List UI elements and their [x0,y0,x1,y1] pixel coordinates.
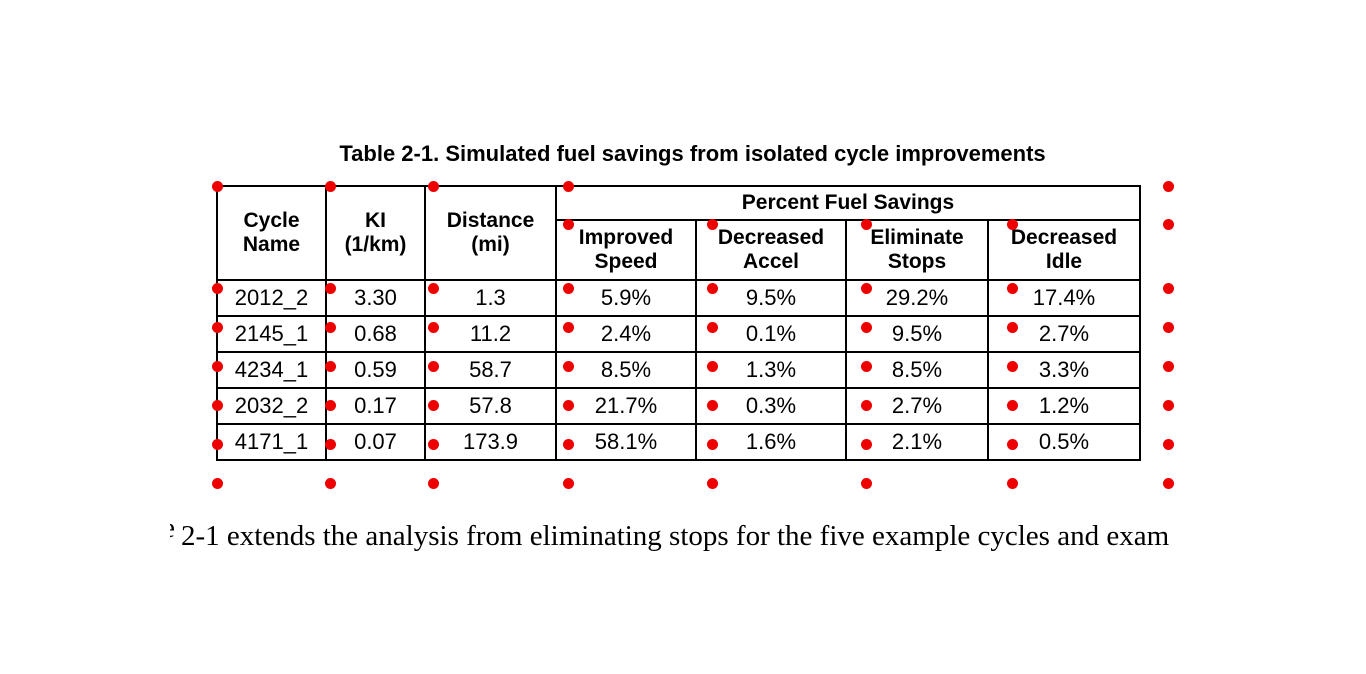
table-cell: 5.9% [555,279,697,317]
table-cell: 4234_1 [216,351,327,389]
table-cell: 1.3% [695,351,847,389]
table-cell: 21.7% [555,387,697,425]
clipped-character-fragment: e [170,512,175,545]
header-decreased-idle-line2: Idle [1045,250,1083,273]
corner-marker-dot [1162,477,1174,489]
table-row: 4234_1 0.59 58.7 8.5% 1.3% 8.5% 3.3% [216,351,1141,389]
header-percent-fuel-savings: Percent Fuel Savings [555,185,1141,221]
table-cell: 1.6% [695,423,847,461]
table-cell: 0.59 [325,351,426,389]
header-cycle-name-line1: Cycle [243,208,300,232]
corner-marker-dot [860,477,872,489]
table-cell: 2.1% [845,423,989,461]
table-cell: 11.2 [424,315,557,353]
header-ki-line2: (1/km) [344,233,407,256]
table-cell: 173.9 [424,423,557,461]
table-cell: 2032_2 [216,387,327,425]
header-distance-line1: Distance [446,208,535,232]
table-cell: 2.4% [555,315,697,353]
header-cycle-name-line2: Name [242,233,301,256]
table-cell: 8.5% [555,351,697,389]
corner-marker-dot [427,477,439,489]
body-text-line: e2-1 extends the analysis from eliminati… [170,512,1169,553]
body-text: 2-1 extends the analysis from eliminatin… [181,520,1170,552]
table-cell: 2.7% [845,387,989,425]
fuel-savings-table: Cycle Name KI (1/km) Distance (mi) Perce… [216,185,1141,461]
header-improved-speed-line1: Improved [578,225,674,249]
table-cell: 17.4% [987,279,1141,317]
header-eliminate-stops-line1: Eliminate [870,225,964,249]
table-cell: 1.3 [424,279,557,317]
table-row: 2012_2 3.30 1.3 5.9% 9.5% 29.2% 17.4% [216,279,1141,317]
header-cycle-name: Cycle Name [216,185,327,281]
header-decreased-idle: Decreased Idle [987,219,1141,281]
corner-marker-dot [324,477,336,489]
header-distance: Distance (mi) [424,185,557,281]
table-cell: 1.2% [987,387,1141,425]
corner-marker-dot [211,477,223,489]
table-cell: 0.17 [325,387,426,425]
table-cell: 9.5% [845,315,989,353]
table-cell: 29.2% [845,279,989,317]
header-decreased-accel: Decreased Accel [695,219,847,281]
table-cell: 0.3% [695,387,847,425]
header-decreased-accel-line2: Accel [742,250,800,273]
header-decreased-idle-line1: Decreased [1010,225,1118,249]
header-improved-speed: Improved Speed [555,219,697,281]
table-cell: 58.7 [424,351,557,389]
corner-marker-dot [706,477,718,489]
header-decreased-accel-line1: Decreased [717,225,825,249]
table-row: 2145_1 0.68 11.2 2.4% 0.1% 9.5% 2.7% [216,315,1141,353]
corner-marker-dot [1006,477,1018,489]
table-cell: 9.5% [695,279,847,317]
header-ki: KI (1/km) [325,185,426,281]
table-cell: 0.5% [987,423,1141,461]
header-distance-line2: (mi) [471,233,510,256]
corner-marker-dot [1162,438,1174,450]
table-cell: 0.07 [325,423,426,461]
header-ki-line1: KI [365,208,386,232]
corner-marker-dot [1162,282,1174,294]
table-cell: 3.3% [987,351,1141,389]
table-row: 4171_1 0.07 173.9 58.1% 1.6% 2.1% 0.5% [216,423,1141,461]
table-cell: 8.5% [845,351,989,389]
table-cell: 3.30 [325,279,426,317]
table-cell: 57.8 [424,387,557,425]
table-caption: Table 2-1. Simulated fuel savings from i… [339,141,1046,166]
corner-marker-dot [1162,218,1174,230]
table-cell: 0.1% [695,315,847,353]
table-cell: 4171_1 [216,423,327,461]
header-eliminate-stops-line2: Stops [887,250,947,273]
table-cell: 2.7% [987,315,1141,353]
table-cell: 2012_2 [216,279,327,317]
header-eliminate-stops: Eliminate Stops [845,219,989,281]
table-row: 2032_2 0.17 57.8 21.7% 0.3% 2.7% 1.2% [216,387,1141,425]
table-cell: 0.68 [325,315,426,353]
header-improved-speed-line2: Speed [594,250,658,273]
corner-marker-dot [1162,360,1174,372]
corner-marker-dot [1162,399,1174,411]
corner-marker-dot [1162,180,1174,192]
corner-marker-dot [1162,321,1174,333]
table-cell: 2145_1 [216,315,327,353]
corner-marker-dot [562,477,574,489]
table-cell: 58.1% [555,423,697,461]
